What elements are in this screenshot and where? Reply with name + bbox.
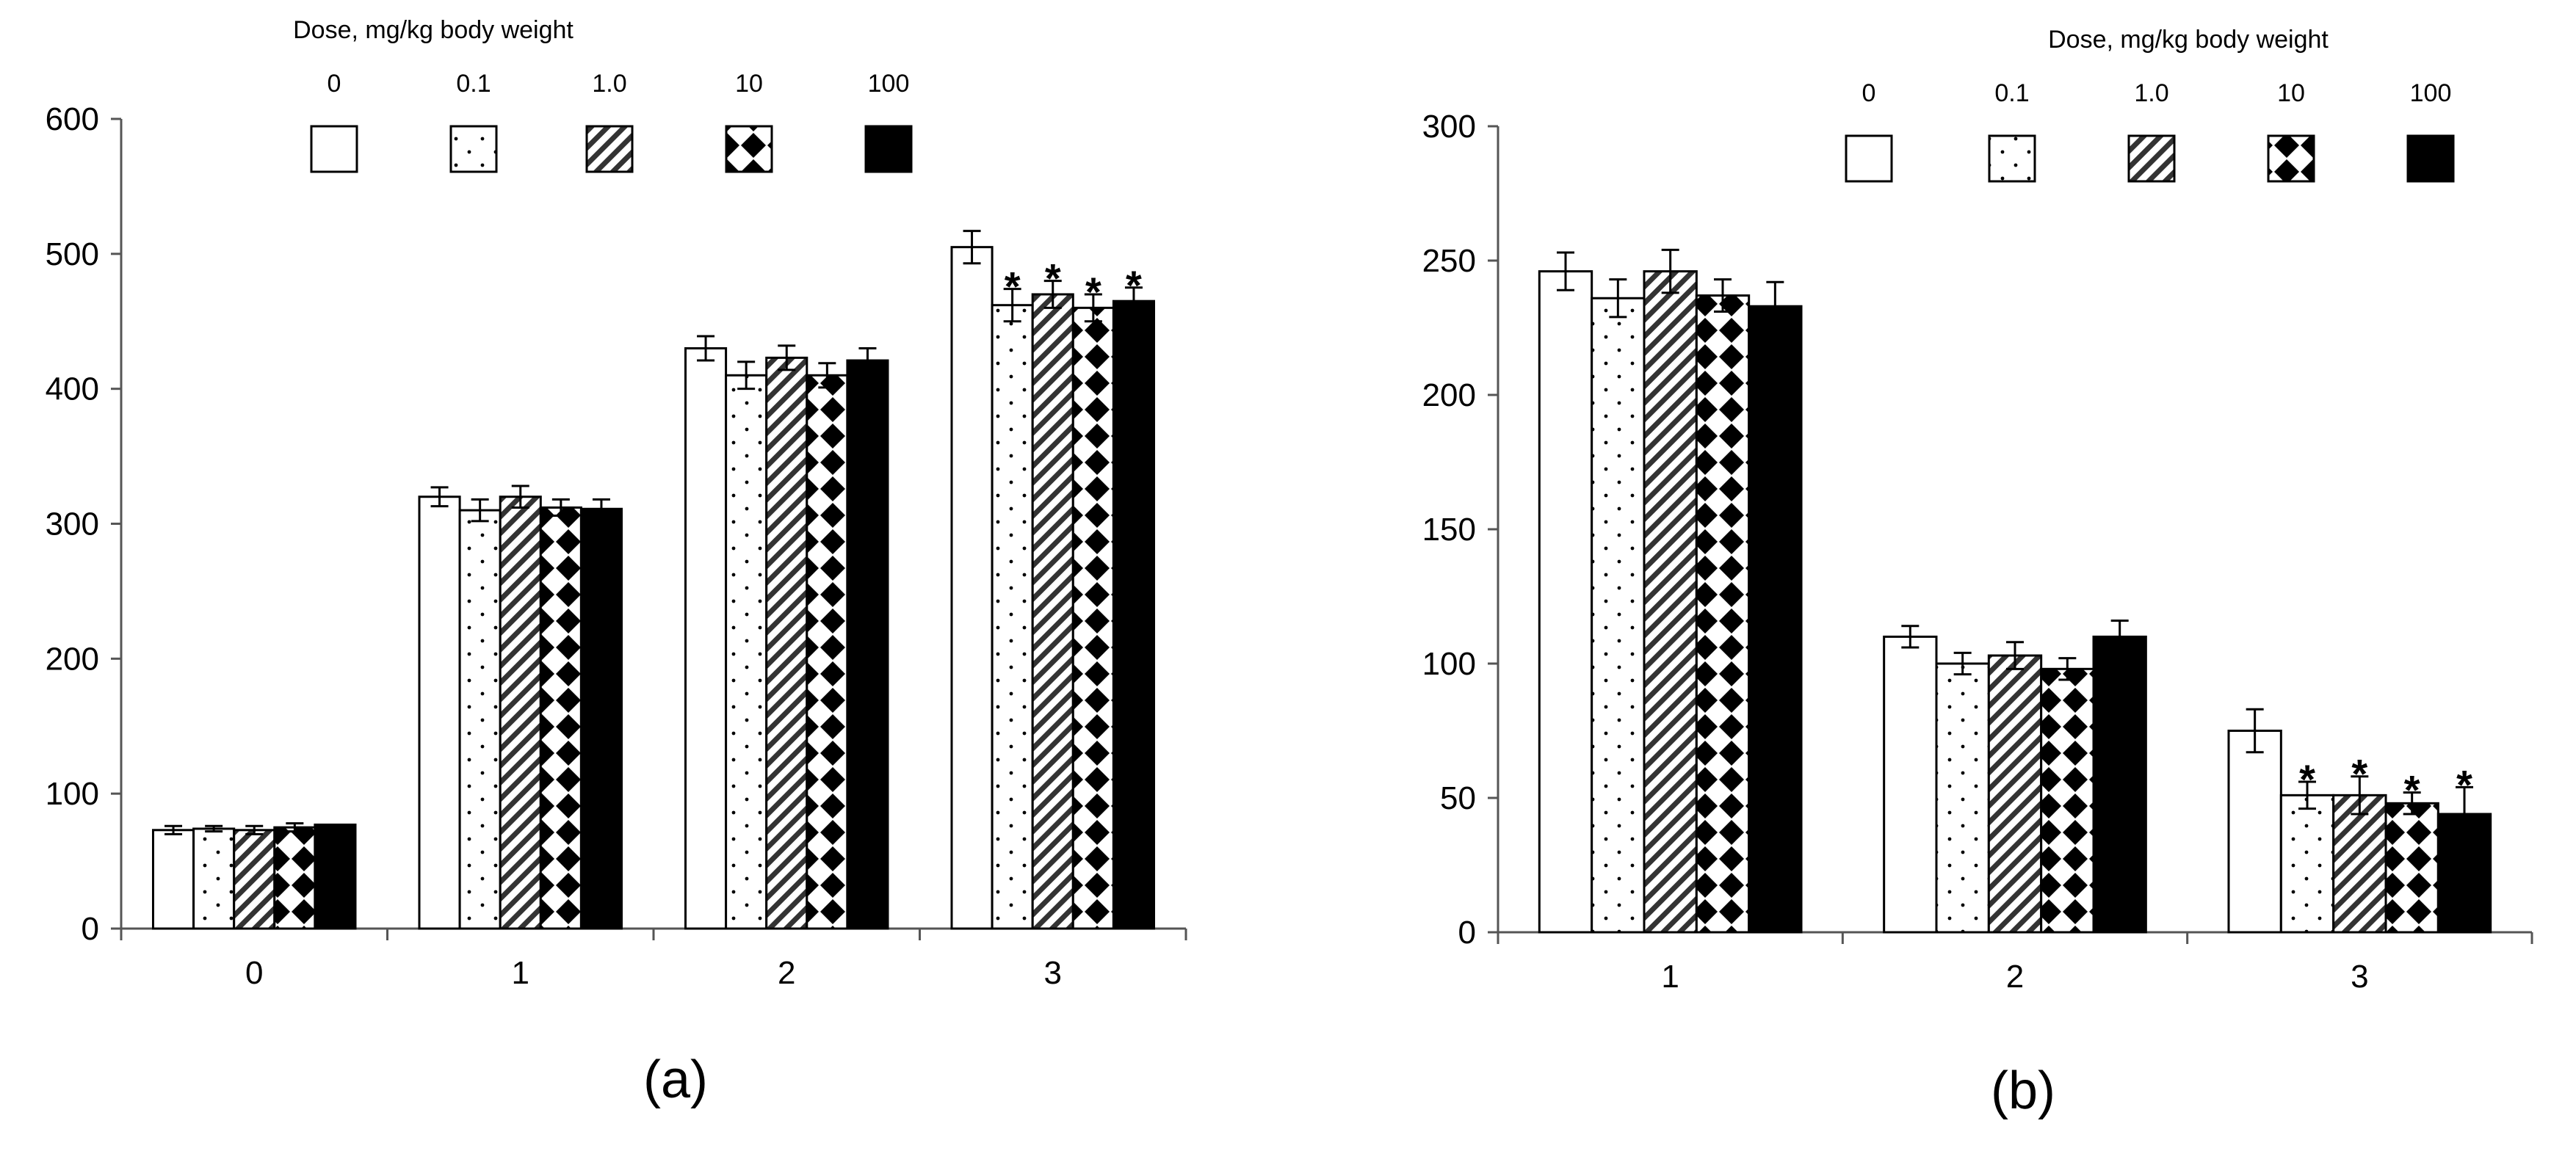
bar	[725, 374, 768, 930]
plot-area: 0 100 200 300 400 500 600 0 1 2 3 * * * *	[46, 101, 1187, 991]
y-tick-label: 400	[46, 371, 99, 407]
legend-dose-label: 10	[735, 70, 763, 98]
x-tick-label: 2	[2006, 959, 2024, 995]
legend-title: Dose, mg/kg body weight	[293, 16, 574, 44]
y-tick-label: 150	[1422, 512, 1476, 548]
legend-dose-label: 100	[2410, 79, 2452, 107]
y-tick-label: 250	[1422, 243, 1476, 279]
legend-dose-label: 100	[868, 70, 910, 98]
legend: 0 0.1 1.0 10 100	[310, 70, 913, 173]
bar	[1748, 305, 1803, 934]
y-tick-label: 300	[46, 506, 99, 542]
y-tick-label: 100	[46, 776, 99, 812]
panel-label: (a)	[643, 1050, 708, 1109]
bar	[2279, 794, 2335, 934]
legend-swatch	[2127, 134, 2176, 183]
legend-swatch	[864, 125, 913, 173]
y-tick-label: 200	[1422, 377, 1476, 413]
bar	[314, 823, 357, 930]
x-tick-label: 1	[1661, 959, 1679, 995]
legend-dose-label: 0.1	[456, 70, 491, 98]
legend-dose-label: 0	[328, 70, 341, 98]
x-tick-label: 0	[245, 955, 263, 991]
bar	[1695, 294, 1751, 934]
bar	[1538, 270, 1593, 934]
y-tick-label: 300	[1422, 109, 1476, 145]
bar	[2227, 730, 2282, 934]
bar	[539, 506, 582, 930]
bar	[991, 304, 1034, 930]
significance-marker: *	[1005, 264, 1021, 310]
bar	[1987, 654, 2043, 934]
bar	[499, 495, 542, 930]
bar	[1935, 662, 1990, 934]
legend-swatch	[2267, 134, 2315, 183]
bar	[152, 829, 195, 930]
y-tick-label: 200	[46, 641, 99, 677]
bar	[1071, 306, 1115, 930]
bar	[2436, 813, 2492, 934]
legend-dose-label: 1.0	[2134, 79, 2168, 107]
bar	[418, 495, 461, 930]
bar	[1591, 297, 1646, 934]
y-tick-label: 600	[46, 101, 99, 137]
bar	[846, 359, 889, 930]
bar	[1883, 635, 1938, 934]
x-tick-label: 3	[1044, 955, 1062, 991]
y-tick-label: 500	[46, 236, 99, 272]
bar	[273, 826, 316, 930]
legend-swatch	[2406, 134, 2455, 183]
significance-marker: *	[2299, 756, 2315, 802]
legend-swatch	[1988, 134, 2036, 183]
bar	[950, 246, 994, 930]
bar	[806, 374, 849, 930]
chart-panel-a: Dose, mg/kg body weight 0 0.1 1.0 10 100 010…	[46, 16, 1187, 1109]
bar	[2384, 802, 2439, 934]
bar	[1112, 299, 1156, 930]
x-tick-label: 2	[778, 955, 795, 991]
significance-marker: *	[1045, 255, 1061, 302]
bar	[192, 827, 236, 930]
bar	[684, 347, 728, 930]
panel-label: (b)	[1991, 1061, 2055, 1120]
significance-marker: *	[2351, 751, 2367, 797]
legend-dose-label: 0.1	[1994, 79, 2029, 107]
bar	[2332, 794, 2387, 934]
y-tick-label: 50	[1440, 780, 1476, 816]
legend-dose-label: 1.0	[592, 70, 626, 98]
bar	[765, 356, 808, 930]
legend-title: Dose, mg/kg body weight	[2048, 26, 2329, 54]
y-tick-label: 0	[82, 911, 99, 947]
bar	[458, 509, 502, 930]
y-tick-label: 0	[1458, 915, 1476, 951]
significance-marker: *	[1126, 262, 1142, 308]
plot-area: 0 50 100 150 200 250 300 1 2 3 * * * *	[1422, 109, 2533, 995]
significance-marker: *	[2404, 767, 2420, 813]
x-tick-label: 1	[512, 955, 529, 991]
legend-swatch	[725, 125, 773, 173]
legend-swatch	[1845, 134, 1893, 183]
bar	[579, 507, 623, 930]
bar	[2092, 635, 2147, 934]
bar	[233, 829, 276, 930]
legend-dose-label: 0	[1862, 79, 1876, 107]
legend-swatch	[310, 125, 358, 173]
significance-marker: *	[2456, 761, 2472, 807]
bar	[2040, 667, 2095, 934]
legend: 0 0.1 1.0 10 100	[1845, 79, 2455, 183]
bar	[1031, 293, 1074, 930]
legend-dose-label: 10	[2277, 79, 2305, 107]
significance-marker: *	[1085, 269, 1101, 315]
legend-swatch	[449, 125, 498, 173]
bar	[1643, 270, 1698, 934]
legend-swatch	[585, 125, 634, 173]
chart-panel-b: Dose, mg/kg body weight 0 0.1 1.0 10 100 0 50…	[1422, 26, 2533, 1120]
y-tick-label: 100	[1422, 646, 1476, 682]
x-tick-label: 3	[2351, 959, 2368, 995]
